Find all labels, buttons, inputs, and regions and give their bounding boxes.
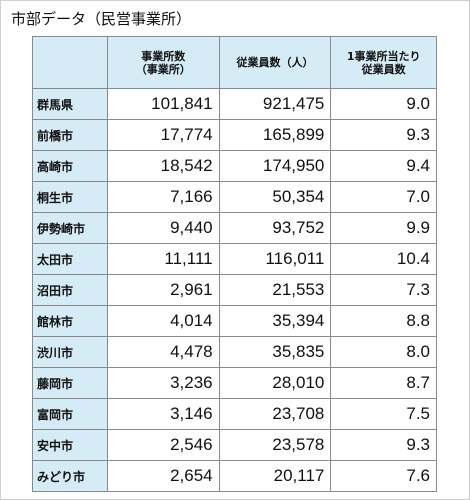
cell-establishments: 2,546 [106, 429, 220, 461]
cell-establishments: 4,014 [106, 305, 220, 337]
cell-employees: 50,354 [218, 181, 332, 213]
table-row: 前橋市 17,774 165,899 9.3 [32, 119, 437, 151]
cell-avg-employees: 9.4 [330, 150, 437, 182]
cell-employees: 21,553 [218, 274, 332, 306]
table-row: 桐生市 7,166 50,354 7.0 [32, 181, 437, 213]
cell-establishments: 7,166 [106, 181, 220, 213]
table-header-row: 事業所数 （事業所） 従業員数（人） 1事業所当たり 従業員数 [32, 36, 437, 89]
cell-avg-employees: 8.8 [330, 305, 437, 337]
cell-employees: 35,394 [218, 305, 332, 337]
row-city-name: 安中市 [32, 429, 108, 461]
row-city-name: 渋川市 [32, 336, 108, 368]
cell-establishments: 18,542 [106, 150, 220, 182]
cell-establishments: 3,236 [106, 367, 220, 399]
row-city-name: 高崎市 [32, 150, 108, 182]
cell-avg-employees: 9.0 [330, 88, 437, 120]
table-row: 伊勢崎市 9,440 93,752 9.9 [32, 212, 437, 244]
cell-employees: 20,117 [218, 460, 332, 492]
header-establishments-line2: （事業所） [135, 62, 191, 76]
cell-employees: 116,011 [218, 243, 332, 275]
cell-establishments: 101,841 [106, 88, 220, 120]
row-city-name: 太田市 [32, 243, 108, 275]
table-body: 群馬県 101,841 921,475 9.0 前橋市 17,774 165,8… [32, 88, 437, 492]
cell-avg-employees: 7.0 [330, 181, 437, 213]
table-row: 安中市 2,546 23,578 9.3 [32, 429, 437, 461]
cell-avg-employees: 9.3 [330, 119, 437, 151]
table-row: 太田市 11,111 116,011 10.4 [32, 243, 437, 275]
table-row: 館林市 4,014 35,394 8.8 [32, 305, 437, 337]
cell-avg-employees: 10.4 [330, 243, 437, 275]
table-row: 群馬県 101,841 921,475 9.0 [32, 88, 437, 120]
header-avg-line2: 従業員数 [361, 62, 406, 76]
cell-avg-employees: 8.7 [330, 367, 437, 399]
row-city-name: 群馬県 [32, 88, 108, 120]
row-city-name: 館林市 [32, 305, 108, 337]
header-establishments-line1: 事業所数 [141, 49, 186, 63]
header-city [32, 36, 108, 89]
table-row: 沼田市 2,961 21,553 7.3 [32, 274, 437, 306]
city-data-table: 事業所数 （事業所） 従業員数（人） 1事業所当たり 従業員数 群馬県 101,… [32, 36, 437, 492]
row-city-name: 伊勢崎市 [32, 212, 108, 244]
row-city-name: みどり市 [32, 460, 108, 492]
row-city-name: 藤岡市 [32, 367, 108, 399]
header-avg-employees: 1事業所当たり 従業員数 [330, 36, 437, 89]
cell-establishments: 17,774 [106, 119, 220, 151]
cell-avg-employees: 7.6 [330, 460, 437, 492]
row-city-name: 富岡市 [32, 398, 108, 430]
header-avg-line1: 1事業所当たり [346, 49, 421, 63]
table-row: みどり市 2,654 20,117 7.6 [32, 460, 437, 492]
cell-employees: 23,708 [218, 398, 332, 430]
table-row: 富岡市 3,146 23,708 7.5 [32, 398, 437, 430]
header-employees: 従業員数（人） [218, 36, 332, 89]
cell-employees: 23,578 [218, 429, 332, 461]
cell-employees: 921,475 [218, 88, 332, 120]
cell-avg-employees: 7.3 [330, 274, 437, 306]
cell-establishments: 3,146 [106, 398, 220, 430]
table-row: 藤岡市 3,236 28,010 8.7 [32, 367, 437, 399]
row-city-name: 桐生市 [32, 181, 108, 213]
cell-avg-employees: 8.0 [330, 336, 437, 368]
cell-establishments: 4,478 [106, 336, 220, 368]
cell-establishments: 11,111 [106, 243, 220, 275]
cell-employees: 165,899 [218, 119, 332, 151]
cell-avg-employees: 7.5 [330, 398, 437, 430]
cell-avg-employees: 9.3 [330, 429, 437, 461]
cell-establishments: 2,961 [106, 274, 220, 306]
cell-avg-employees: 9.9 [330, 212, 437, 244]
page-title: 市部データ（民営事業所） [11, 10, 192, 28]
cell-establishments: 2,654 [106, 460, 220, 492]
cell-establishments: 9,440 [106, 212, 220, 244]
table-row: 高崎市 18,542 174,950 9.4 [32, 150, 437, 182]
cell-employees: 93,752 [218, 212, 332, 244]
table-row: 渋川市 4,478 35,835 8.0 [32, 336, 437, 368]
row-city-name: 前橋市 [32, 119, 108, 151]
cell-employees: 35,835 [218, 336, 332, 368]
cell-employees: 174,950 [218, 150, 332, 182]
header-establishments: 事業所数 （事業所） [106, 36, 220, 89]
cell-employees: 28,010 [218, 367, 332, 399]
row-city-name: 沼田市 [32, 274, 108, 306]
